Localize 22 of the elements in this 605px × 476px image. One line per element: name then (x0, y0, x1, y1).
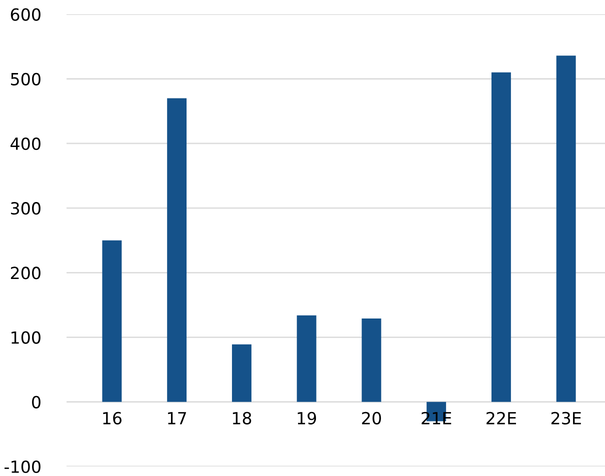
x-tick-label: 22E (486, 412, 516, 424)
bar (556, 56, 576, 402)
y-tick-label: -100 (4, 460, 40, 474)
x-tick-label: 23E (551, 412, 581, 424)
x-tick-label: 16 (103, 412, 122, 424)
bar (491, 72, 511, 402)
x-tick-label: 20 (362, 412, 381, 424)
bar (167, 98, 187, 402)
y-tick-label: 400 (10, 137, 40, 150)
bar (362, 318, 382, 402)
y-tick-label: 100 (12, 331, 40, 344)
x-tick-label: 19 (298, 412, 316, 424)
bar (296, 315, 316, 402)
x-tick-label: 18 (232, 412, 252, 424)
bar (102, 240, 122, 402)
bar (232, 344, 252, 402)
y-tick-label: 500 (11, 72, 40, 86)
y-tick-label: 0 (32, 396, 40, 408)
x-tick-label: 17 (168, 412, 186, 424)
y-tick-label: 300 (11, 202, 40, 215)
y-tick-label: 600 (10, 8, 40, 21)
y-tick-label: 200 (10, 266, 40, 280)
